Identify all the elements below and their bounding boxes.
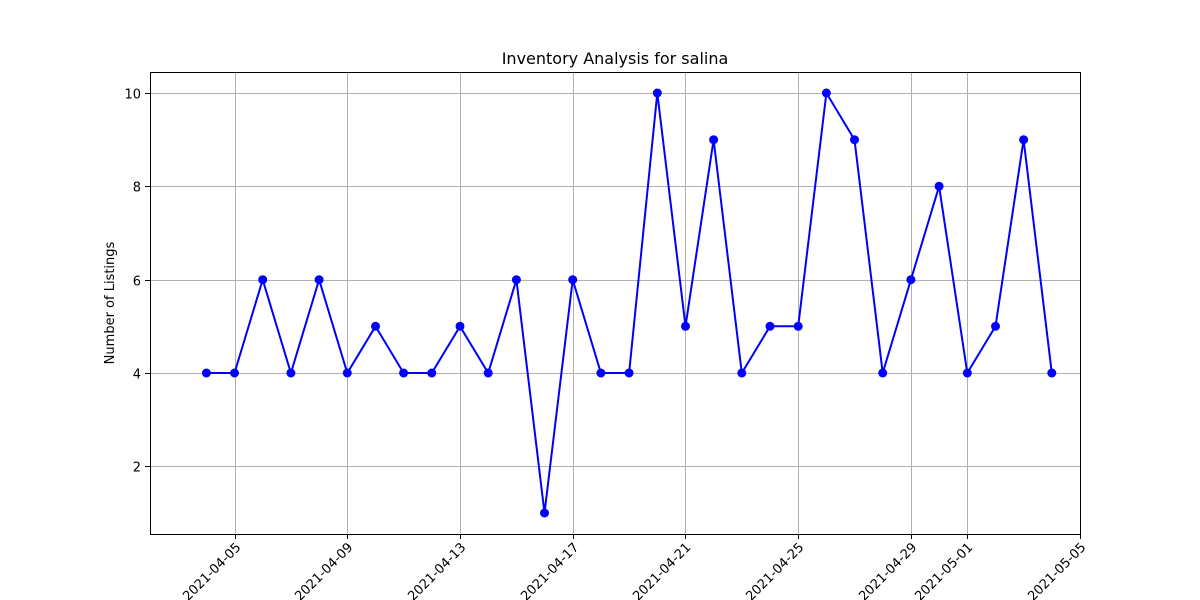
x-tick-label: 2021-04-05 (180, 540, 244, 600)
y-axis-label: Number of Listings (103, 241, 118, 364)
data-point (258, 275, 268, 285)
data-point (793, 321, 803, 331)
x-tick-label: 2021-05-05 (1025, 540, 1089, 600)
plot-frame (150, 72, 1081, 535)
data-point (511, 275, 521, 285)
x-tick-label: 2021-04-25 (743, 540, 807, 600)
data-point (427, 368, 437, 378)
data-point (934, 181, 944, 191)
data-point (568, 275, 578, 285)
x-tick-label: 2021-04-17 (518, 540, 582, 600)
x-tick-label: 2021-04-29 (856, 540, 920, 600)
data-point (962, 368, 972, 378)
data-point (906, 275, 916, 285)
data-point (850, 135, 859, 145)
chart-title: Inventory Analysis for salina (502, 49, 729, 68)
data-point (624, 368, 634, 378)
data-point (483, 368, 493, 378)
data-point (1019, 135, 1029, 145)
data-point (286, 368, 296, 378)
data-point (596, 368, 606, 378)
y-tick-label: 2 (133, 461, 141, 476)
data-point (314, 275, 324, 285)
x-tick-label: 2021-04-09 (292, 540, 356, 600)
x-tick-label: 2021-04-13 (405, 540, 469, 600)
data-point (455, 321, 465, 331)
data-point (652, 88, 662, 98)
y-tick-label: 10 (124, 88, 141, 103)
data-point (737, 368, 747, 378)
axis-ticks: 2021-04-05 2021-04-09 2021-04-13 2021-04-17… (124, 88, 1089, 600)
data-point (342, 368, 352, 378)
data-point (1047, 368, 1057, 378)
data-point (681, 321, 690, 331)
data-point (709, 135, 719, 145)
data-point (540, 508, 549, 518)
data-point (230, 368, 239, 378)
grid (150, 72, 1081, 534)
data-point (878, 368, 888, 378)
data-point (821, 88, 831, 98)
y-tick-label: 4 (133, 368, 141, 383)
data-point (371, 321, 380, 331)
data-points (201, 88, 1057, 518)
data-point (991, 321, 1000, 331)
data-point (765, 321, 775, 331)
data-point (201, 368, 211, 378)
x-tick-label: 2021-04-21 (630, 540, 694, 600)
data-point (399, 368, 409, 378)
y-tick-label: 6 (133, 275, 141, 290)
series-line (206, 89, 1053, 514)
x-tick-label: 2021-05-01 (912, 540, 976, 600)
y-tick-label: 8 (133, 181, 141, 196)
